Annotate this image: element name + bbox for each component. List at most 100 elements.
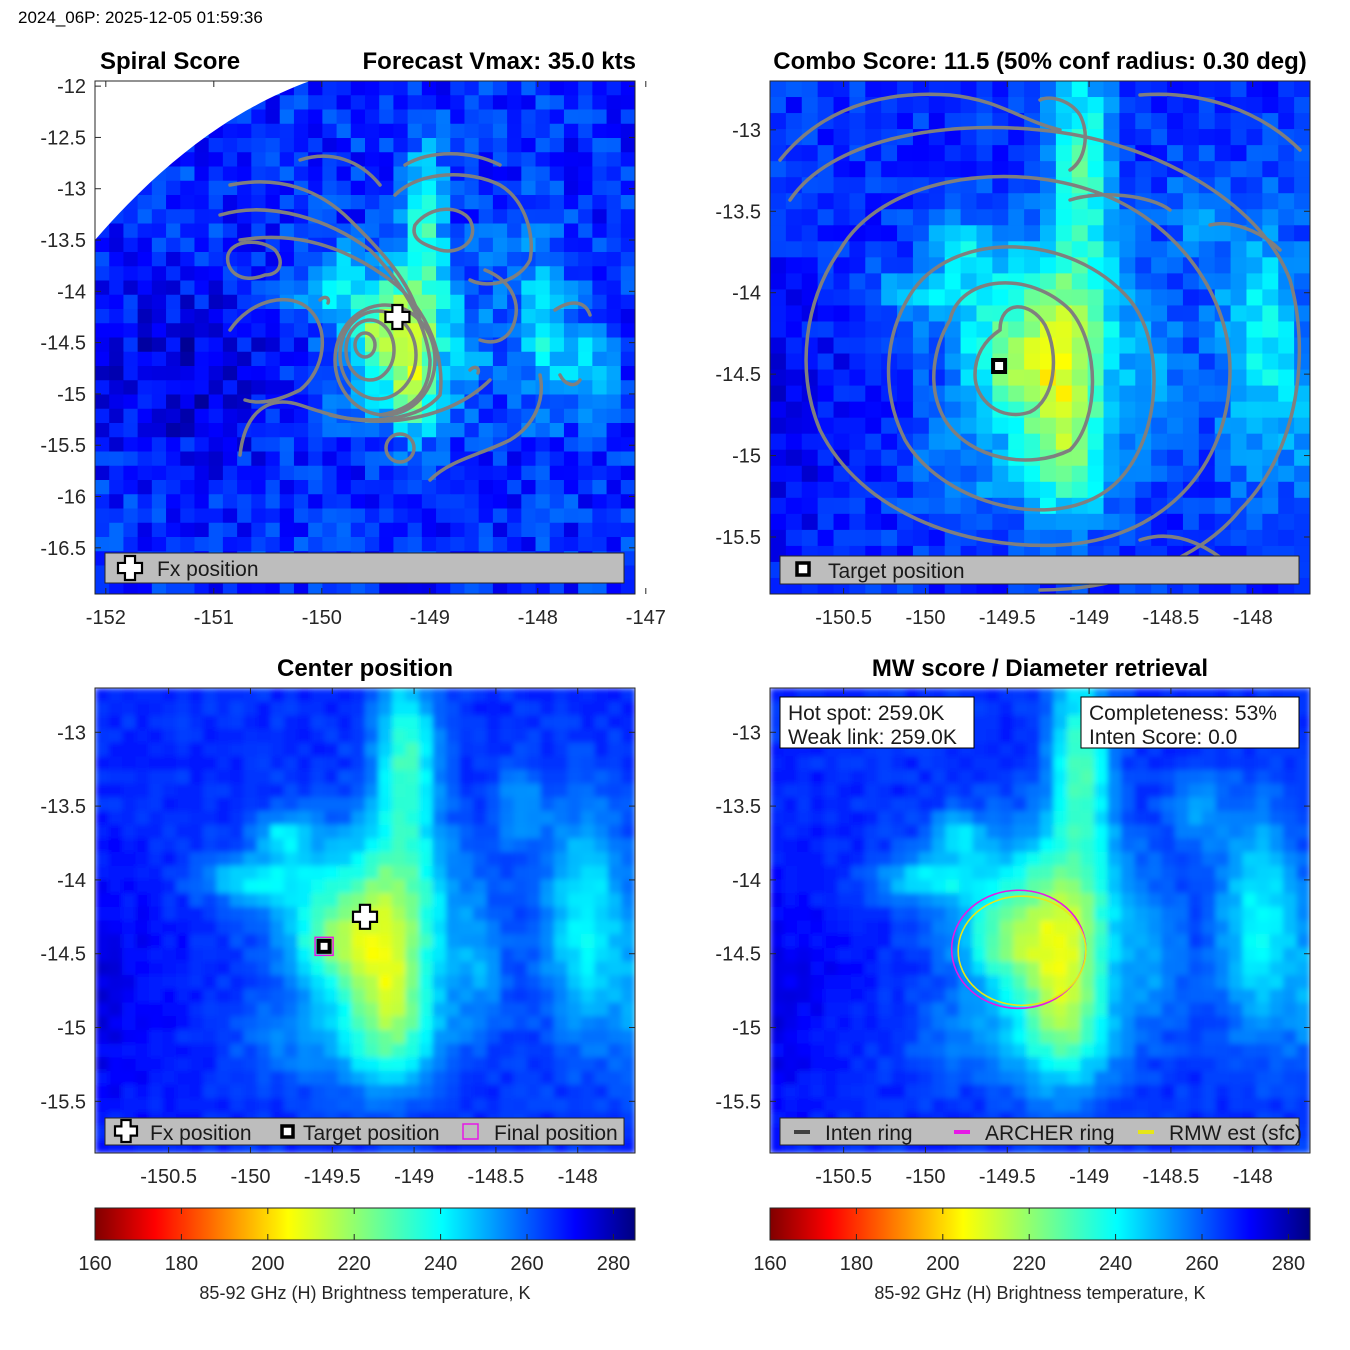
heatmap-cell: [500, 879, 515, 894]
heatmap-cell: [486, 1098, 501, 1113]
heatmap-cell: [162, 838, 177, 853]
heatmap-cell: [1026, 742, 1041, 757]
heatmap-cell: [208, 465, 224, 481]
heatmap-cell: [473, 920, 488, 935]
heatmap-cell: [365, 1029, 380, 1045]
heatmap-cell: [378, 961, 393, 976]
heatmap-cell: [324, 1098, 339, 1113]
heatmap-cell: [95, 280, 110, 296]
heatmap-cell: [194, 223, 210, 239]
heatmap-cell: [446, 1016, 461, 1031]
heatmap-cell: [350, 123, 366, 139]
heatmap-cell: [1262, 417, 1279, 435]
heatmap-cell: [986, 1002, 1001, 1017]
heatmap-cell: [521, 95, 537, 111]
heatmap-cell: [1103, 305, 1121, 323]
heatmap-cell: [1013, 852, 1028, 867]
heatmap-cell: [1094, 865, 1109, 881]
heatmap-cell: [322, 81, 338, 96]
heatmap-cell: [1107, 1002, 1122, 1017]
heatmap-cell: [1024, 145, 1041, 162]
heatmap-cell: [176, 1016, 191, 1031]
heatmap-cell: [770, 1029, 785, 1045]
heatmap-cell: [279, 537, 295, 552]
heatmap-cell: [1134, 1002, 1149, 1017]
heatmap-cell: [350, 508, 366, 524]
heatmap-cell: [432, 688, 447, 703]
heatmap-cell: [620, 81, 635, 96]
heatmap-cell: [608, 893, 623, 908]
heatmap-cell: [878, 947, 893, 963]
heatmap-cell: [849, 305, 866, 323]
heatmap-cell: [222, 166, 238, 182]
heatmap-cell: [251, 138, 267, 153]
y-tick-label: -16.5: [40, 538, 86, 560]
heatmap-cell: [405, 715, 420, 730]
heatmap-cell: [230, 961, 245, 976]
heatmap-cell: [446, 1084, 461, 1099]
heatmap-cell: [95, 756, 110, 771]
heatmap-cell: [1024, 225, 1041, 242]
heatmap-cell: [95, 537, 110, 552]
heatmap-cell: [1024, 193, 1041, 210]
heatmap-cell: [905, 756, 920, 771]
heatmap-cell: [122, 729, 137, 744]
heatmap-cell: [785, 145, 803, 162]
heatmap-cell: [1294, 529, 1310, 547]
heatmap-cell: [833, 417, 851, 435]
heatmap-cell: [1151, 289, 1168, 307]
heatmap-cell: [378, 893, 393, 908]
heatmap-cell: [918, 797, 933, 812]
heatmap-cell: [473, 770, 488, 785]
heatmap-cell: [1262, 513, 1279, 531]
heatmap-cell: [1107, 934, 1122, 949]
heatmap-cell: [849, 241, 866, 258]
heatmap-cell: [393, 351, 409, 367]
heatmap-cell: [897, 481, 914, 499]
heatmap-cell: [1283, 961, 1298, 976]
heatmap-cell: [432, 988, 447, 1004]
heatmap-cell: [222, 252, 238, 267]
heatmap-cell: [905, 797, 920, 812]
heatmap-cell: [122, 947, 137, 963]
heatmap-cell: [149, 1002, 164, 1017]
heatmap-cell: [379, 166, 395, 182]
heatmap-cell: [540, 920, 555, 935]
heatmap-cell: [365, 508, 380, 524]
heatmap-cell: [137, 451, 153, 467]
heatmap-cell: [270, 1029, 285, 1045]
heatmap-cell: [959, 783, 974, 799]
heatmap-cell: [492, 537, 508, 552]
combo-axes-box: [769, 80, 1311, 595]
heatmap-cell: [563, 209, 579, 225]
heatmap-cell: [203, 756, 218, 771]
heatmap-cell: [1024, 129, 1041, 146]
heatmap-cell: [324, 879, 339, 894]
heatmap-cell: [149, 975, 164, 990]
heatmap-cell: [351, 1002, 366, 1017]
heatmap-cell: [1151, 113, 1168, 130]
heatmap-cell: [1262, 193, 1279, 210]
x-tick-label: -151: [194, 607, 234, 629]
heatmap-cell: [563, 81, 579, 96]
heatmap-cell: [1278, 321, 1295, 339]
heatmap-cell: [944, 145, 962, 162]
heatmap-cell: [392, 920, 407, 935]
heatmap-cell: [324, 1029, 339, 1045]
heatmap-cell: [419, 756, 434, 771]
heatmap-cell: [608, 783, 623, 799]
heatmap-cell: [976, 209, 993, 226]
heatmap-cell: [1119, 529, 1136, 547]
heatmap-cell: [350, 209, 366, 225]
heatmap-cell: [338, 1016, 353, 1031]
heatmap-cell: [770, 177, 787, 194]
heatmap-cell: [606, 223, 622, 239]
heatmap-cell: [1294, 273, 1310, 291]
heatmap-cell: [1182, 433, 1200, 451]
heatmap-cell: [149, 852, 164, 867]
heatmap-cell: [1294, 161, 1310, 178]
heatmap-cell: [891, 811, 906, 826]
heatmap-cell: [1188, 961, 1203, 976]
heatmap-cell: [365, 109, 380, 125]
heatmap-cell: [446, 756, 461, 771]
